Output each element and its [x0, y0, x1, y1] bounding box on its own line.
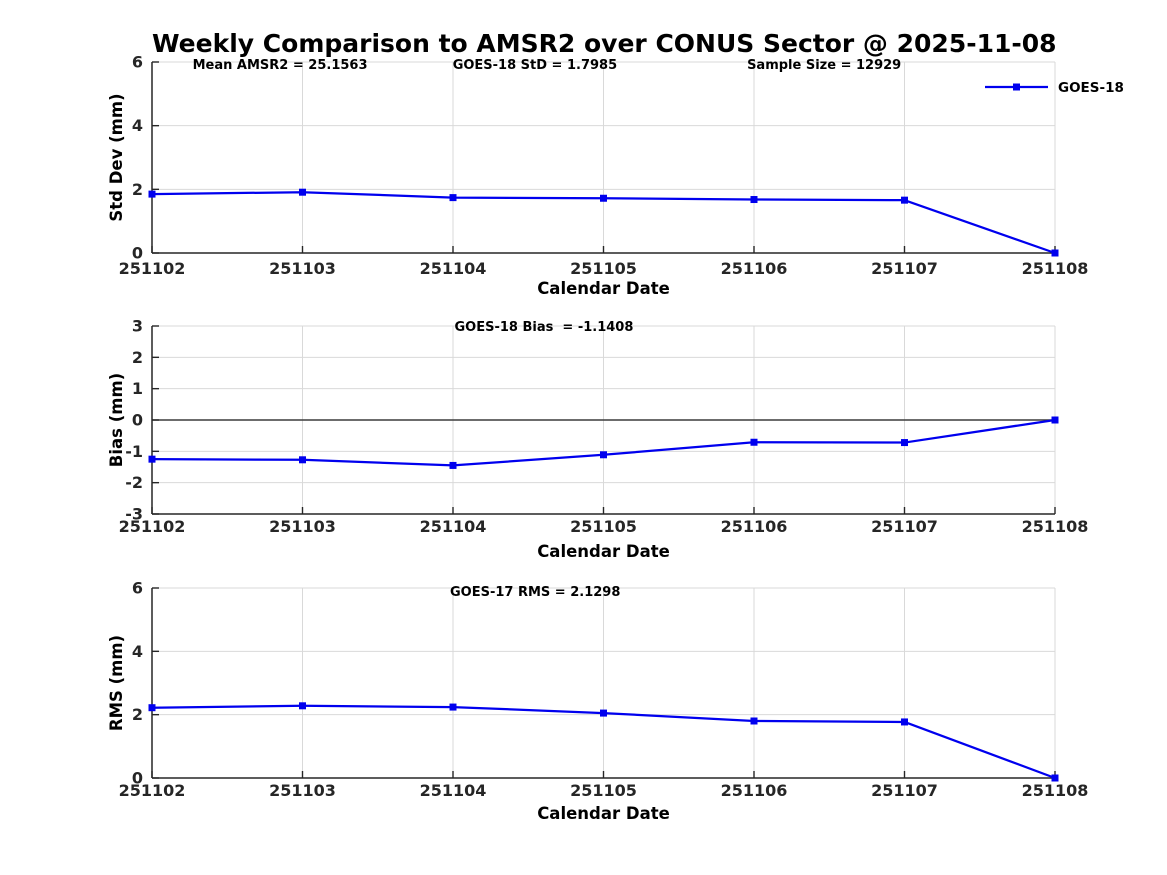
annotation-text: Sample Size = 12929 [747, 58, 901, 73]
y-tick-label: 3 [132, 317, 143, 336]
y-tick-label: -3 [125, 505, 143, 524]
y-tick-label: -2 [125, 473, 143, 492]
annotation-text: Mean AMSR2 = 25.1563 [193, 58, 368, 73]
data-point-marker [750, 196, 758, 204]
data-point-marker [1051, 416, 1059, 424]
y-tick-label: 0 [132, 244, 143, 263]
data-point-marker [449, 194, 457, 202]
x-tick-label: 251102 [119, 259, 186, 278]
x-tick-label: 251102 [119, 517, 186, 536]
y-axis-title: Std Dev (mm) [107, 93, 126, 221]
data-point-marker [299, 702, 306, 710]
x-tick-label: 251104 [420, 259, 487, 278]
legend-label: GOES-18 [1058, 80, 1124, 96]
x-tick-label: 251102 [119, 781, 186, 800]
y-axis-title: Bias (mm) [107, 373, 126, 467]
y-tick-label: 2 [132, 705, 143, 724]
x-tick-label: 251106 [721, 781, 788, 800]
x-tick-label: 251103 [269, 259, 336, 278]
y-tick-label: 4 [132, 642, 143, 661]
x-tick-label: 251103 [269, 781, 336, 800]
y-tick-label: -1 [125, 442, 143, 461]
x-tick-label: 251108 [1022, 517, 1089, 536]
legend-marker-sample [1013, 83, 1020, 91]
x-tick-label: 251105 [570, 781, 637, 800]
x-tick-label: 251104 [420, 517, 487, 536]
x-tick-label: 251107 [871, 259, 938, 278]
y-tick-label: 0 [132, 411, 143, 430]
std_dev-subplot: 251102 251103 251104 251105 251106 251107 2511… [107, 53, 1124, 299]
data-point-marker [600, 709, 607, 717]
data-point-marker [750, 717, 758, 725]
legend: GOES-18 [985, 80, 1124, 96]
x-tick-label: 251107 [871, 517, 938, 536]
data-point-marker [901, 439, 908, 447]
x-tick-label: 251107 [871, 781, 938, 800]
annotation-text: GOES-18 Bias = -1.1408 [455, 320, 634, 335]
data-point-marker [1051, 249, 1059, 257]
data-point-marker [449, 703, 457, 711]
data-point-marker [901, 196, 908, 204]
data-point-marker [1051, 774, 1059, 782]
x-axis-title: Calendar Date [537, 542, 670, 561]
data-point-marker [600, 451, 607, 459]
data-point-marker [600, 194, 607, 202]
data-point-marker [299, 456, 306, 464]
y-axis-title: RMS (mm) [107, 635, 126, 731]
y-tick-label: 1 [132, 379, 143, 398]
x-tick-label: 251106 [721, 517, 788, 536]
figure-title: Weekly Comparison to AMSR2 over CONUS Se… [152, 29, 1057, 58]
annotation-text: GOES-17 RMS = 2.1298 [450, 585, 620, 600]
data-point-marker [299, 188, 306, 196]
x-tick-label: 251103 [269, 517, 336, 536]
x-tick-label: 251108 [1022, 781, 1089, 800]
y-tick-label: 4 [132, 116, 143, 135]
y-tick-label: 2 [132, 348, 143, 367]
x-tick-label: 251106 [721, 259, 788, 278]
x-tick-label: 251104 [420, 781, 487, 800]
data-point-marker [449, 461, 457, 469]
y-tick-label: 6 [132, 53, 143, 72]
rms-subplot: 251102 251103 251104 251105 251106 251107 2511… [107, 579, 1088, 824]
bias-subplot: 251102 251103 251104 251105 251106 251107 2511… [107, 317, 1088, 562]
data-point-marker [750, 438, 758, 446]
data-point-marker [148, 455, 156, 463]
x-tick-label: 251105 [570, 517, 637, 536]
y-tick-label: 0 [132, 769, 143, 788]
data-point-marker [148, 190, 156, 198]
x-axis-title: Calendar Date [537, 804, 670, 823]
data-point-marker [148, 704, 156, 712]
x-tick-label: 251108 [1022, 259, 1089, 278]
y-tick-label: 2 [132, 180, 143, 199]
data-point-marker [901, 718, 908, 726]
x-axis-title: Calendar Date [537, 279, 670, 298]
annotation-text: GOES-18 StD = 1.7985 [453, 58, 617, 73]
x-tick-label: 251105 [570, 259, 637, 278]
y-tick-label: 6 [132, 579, 143, 598]
